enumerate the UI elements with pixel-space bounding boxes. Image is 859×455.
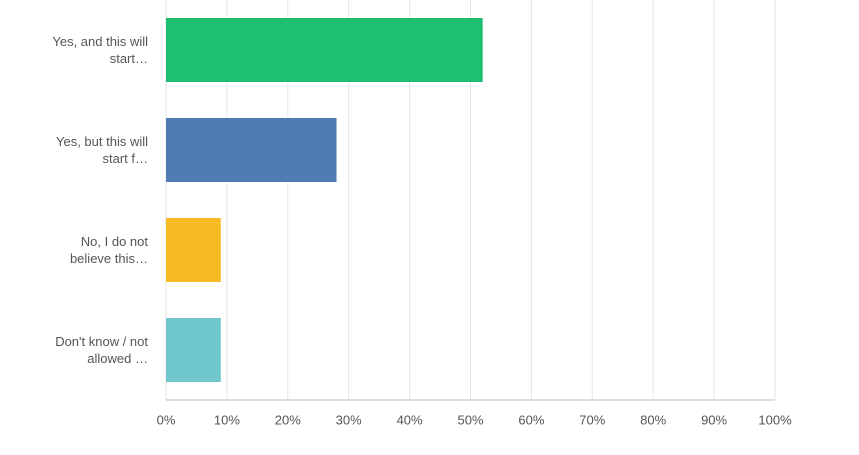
x-tick-label: 60% [518,412,544,427]
x-tick-label: 100% [758,412,792,427]
x-tick-label: 0% [157,412,176,427]
x-tick-label: 80% [640,412,666,427]
y-tick-label: No, I do not believe this… [69,234,148,266]
x-tick-label: 20% [275,412,301,427]
bar [166,218,221,282]
x-tick-label: 90% [701,412,727,427]
bar [166,318,221,382]
x-tick-label: 30% [336,412,362,427]
y-tick-label: Don't know / not allowed … [55,334,148,366]
y-tick-label: Yes, but this will start f… [55,134,148,166]
x-tick-label: 50% [457,412,483,427]
x-tick-label: 70% [579,412,605,427]
y-tick-label: Yes, and this will start… [52,34,148,66]
bar [166,118,337,182]
x-tick-label: 10% [214,412,240,427]
bar [166,18,483,82]
x-tick-label: 40% [397,412,423,427]
